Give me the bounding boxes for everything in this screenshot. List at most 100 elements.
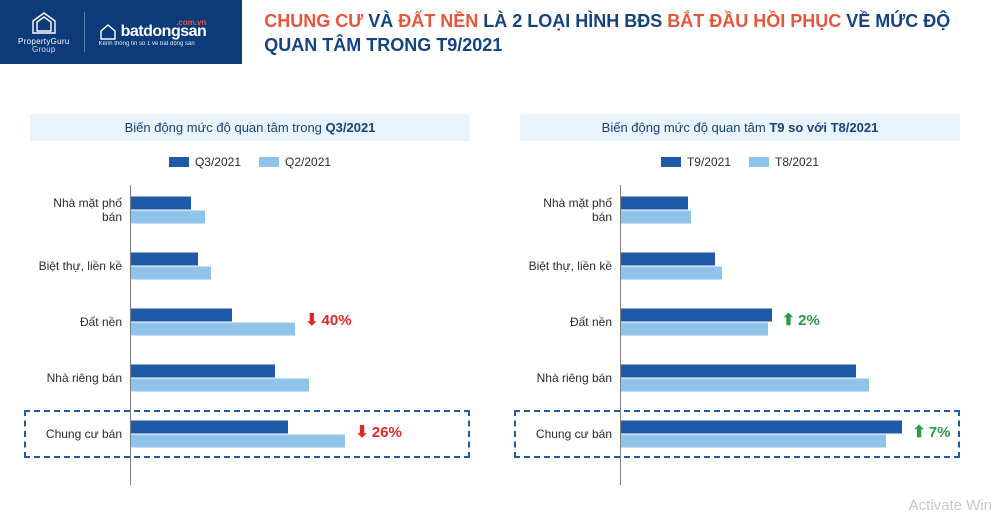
chart-row: Nhà mặt phố bán — [30, 185, 470, 235]
legend-item: T9/2021 — [661, 155, 731, 169]
category-label: Nhà riêng bán — [30, 371, 130, 385]
legend-label: T9/2021 — [687, 155, 731, 169]
bar-group — [621, 252, 722, 281]
bar-series2 — [131, 379, 309, 392]
legend: Q3/2021 Q2/2021 — [30, 155, 470, 169]
category-label: Đất nền — [520, 315, 620, 329]
page-title: CHUNG CƯ VÀ ĐẤT NỀN LÀ 2 LOẠI HÌNH BĐS B… — [264, 9, 980, 58]
logo2-main: batdongsan — [121, 23, 207, 41]
bar-group — [131, 252, 211, 281]
chart-t9-vs-t8: Biến động mức độ quan tâm T9 so với T8/2… — [520, 114, 960, 485]
bar-group — [621, 196, 691, 225]
title-part: BẮT ĐẦU HỒI PHỤC — [667, 11, 841, 31]
chart-row: Nhà mặt phố bán — [520, 185, 960, 235]
chart-title: Biến động mức độ quan tâm trong Q3/2021 — [30, 114, 470, 141]
category-label: Nhà riêng bán — [520, 371, 620, 385]
legend: T9/2021 T8/2021 — [520, 155, 960, 169]
category-label: Nhà mặt phố bán — [30, 196, 130, 224]
bar-series2 — [621, 379, 869, 392]
title-part: LÀ 2 LOẠI HÌNH BĐS — [478, 11, 667, 31]
change-annotation: ⬆2% — [782, 312, 820, 329]
bar-series1 — [621, 365, 856, 378]
bar-series2 — [131, 323, 295, 336]
arrow-up-icon: ⬆ — [912, 424, 925, 440]
bar-group — [131, 364, 309, 393]
category-label: Biệt thự, liền kề — [520, 259, 620, 273]
chart-row: Chung cư bán ⬆7% — [520, 409, 960, 459]
bar-series1 — [131, 197, 191, 210]
legend-item: T8/2021 — [749, 155, 819, 169]
bar-series2 — [621, 323, 768, 336]
bar-group — [621, 364, 869, 393]
plot-area: Nhà mặt phố bán Biệt thự, liền kề Đất nền ⬆… — [520, 185, 960, 485]
bar-series2 — [621, 267, 722, 280]
arrow-down-icon: ⬇ — [305, 312, 318, 328]
bar-series1 — [131, 253, 198, 266]
logo2-sub: Kênh thông tin số 1 về bất động sản — [99, 41, 207, 47]
logo-area: PropertyGuru Group .com.vn batdongsan Kê… — [0, 0, 224, 64]
charts-container: Biến động mức độ quan tâm trong Q3/2021 Q… — [0, 64, 1002, 485]
legend-swatch — [749, 157, 769, 167]
logo1-sub: Group — [32, 45, 56, 54]
bar-series1 — [621, 421, 902, 434]
legend-item: Q3/2021 — [169, 155, 241, 169]
title-part: VÀ — [363, 11, 398, 31]
category-label: Chung cư bán — [520, 427, 620, 441]
bar-group — [131, 308, 295, 337]
bar-group — [131, 420, 345, 449]
bar-group — [131, 196, 205, 225]
legend-label: T8/2021 — [775, 155, 819, 169]
category-label: Nhà mặt phố bán — [520, 196, 620, 224]
bar-series2 — [131, 211, 205, 224]
change-annotation: ⬇26% — [355, 424, 401, 441]
change-value: 7% — [929, 424, 951, 441]
change-annotation: ⬆7% — [912, 424, 950, 441]
chart-title: Biến động mức độ quan tâm T9 so với T8/2… — [520, 114, 960, 141]
bar-series1 — [131, 421, 288, 434]
legend-item: Q2/2021 — [259, 155, 331, 169]
chart-row: Đất nền⬇40% — [30, 297, 470, 347]
title-part: CHUNG CƯ — [264, 11, 363, 31]
bar-series1 — [131, 365, 275, 378]
change-annotation: ⬇40% — [305, 312, 351, 329]
chart-row: Nhà riêng bán — [30, 353, 470, 403]
category-label: Chung cư bán — [30, 427, 130, 441]
bar-group — [621, 420, 902, 449]
bar-series1 — [621, 309, 772, 322]
legend-swatch — [169, 157, 189, 167]
bar-series1 — [621, 197, 688, 210]
bar-series1 — [621, 253, 715, 266]
plot-area: Nhà mặt phố bán Biệt thự, liền kề Đất nền⬇… — [30, 185, 470, 485]
chart-row: Biệt thự, liền kề — [30, 241, 470, 291]
arrow-up-icon: ⬆ — [782, 312, 795, 328]
chart-q3-vs-q2: Biến động mức độ quan tâm trong Q3/2021 Q… — [30, 114, 470, 485]
legend-swatch — [259, 157, 279, 167]
chart-row: Đất nền ⬆2% — [520, 297, 960, 347]
chart-row: Nhà riêng bán — [520, 353, 960, 403]
house-icon — [99, 23, 117, 41]
bar-series2 — [621, 435, 886, 448]
logo-divider — [84, 12, 85, 52]
title-wrap: CHUNG CƯ VÀ ĐẤT NỀN LÀ 2 LOẠI HÌNH BĐS B… — [242, 0, 1002, 64]
bar-group — [621, 308, 772, 337]
legend-label: Q3/2021 — [195, 155, 241, 169]
logo-batdongsan: .com.vn batdongsan Kênh thông tin số 1 v… — [99, 18, 207, 47]
logo-propertyguru: PropertyGuru Group — [18, 11, 70, 54]
change-value: 26% — [372, 424, 402, 441]
chart-row: Chung cư bán ⬇26% — [30, 409, 470, 459]
bar-series2 — [621, 211, 691, 224]
bar-series1 — [131, 309, 232, 322]
arrow-down-icon: ⬇ — [355, 424, 368, 440]
house-stack-icon — [29, 11, 59, 35]
change-value: 2% — [798, 312, 820, 329]
legend-swatch — [661, 157, 681, 167]
change-value: 40% — [322, 312, 352, 329]
category-label: Biệt thự, liền kề — [30, 259, 130, 273]
bar-series2 — [131, 435, 345, 448]
title-part: ĐẤT NỀN — [398, 11, 478, 31]
chart-row: Biệt thự, liền kề — [520, 241, 960, 291]
bar-series2 — [131, 267, 211, 280]
legend-label: Q2/2021 — [285, 155, 331, 169]
header: PropertyGuru Group .com.vn batdongsan Kê… — [0, 0, 1002, 64]
watermark: Activate Win — [909, 497, 992, 514]
